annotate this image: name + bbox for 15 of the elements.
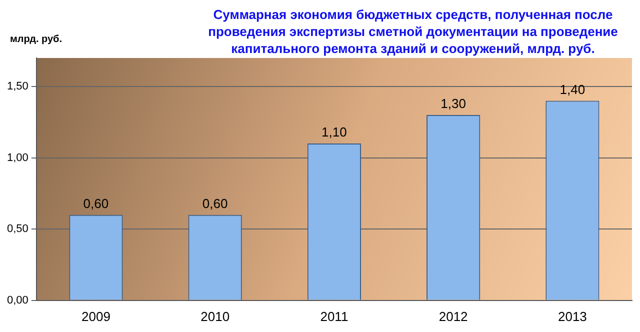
chart-title: Суммарная экономия бюджетных средств, полученная после проведения экспертизы сметной документации на проведение капитального ремонта зданий и сооружений, млрд. руб. <box>207 6 619 57</box>
data-label: 1,10 <box>322 124 347 140</box>
x-tick-label: 2009 <box>82 308 110 324</box>
y-axis-title: млрд. руб. <box>10 34 62 45</box>
x-tick-label: 2012 <box>438 308 468 324</box>
y-tick-label: 1,50 <box>6 80 28 93</box>
y-tick-label: 0,50 <box>6 223 28 236</box>
y-tick-label: 1,00 <box>6 152 28 164</box>
x-tick-label: 2011 <box>320 308 348 324</box>
data-label: 0,60 <box>83 196 109 211</box>
data-label: 1,30 <box>440 96 466 112</box>
data-label: 0,60 <box>202 196 228 211</box>
x-tick-label: 2013 <box>558 308 587 324</box>
y-tick-label: 0,00 <box>6 294 28 306</box>
x-tick-label: 2010 <box>200 308 230 324</box>
